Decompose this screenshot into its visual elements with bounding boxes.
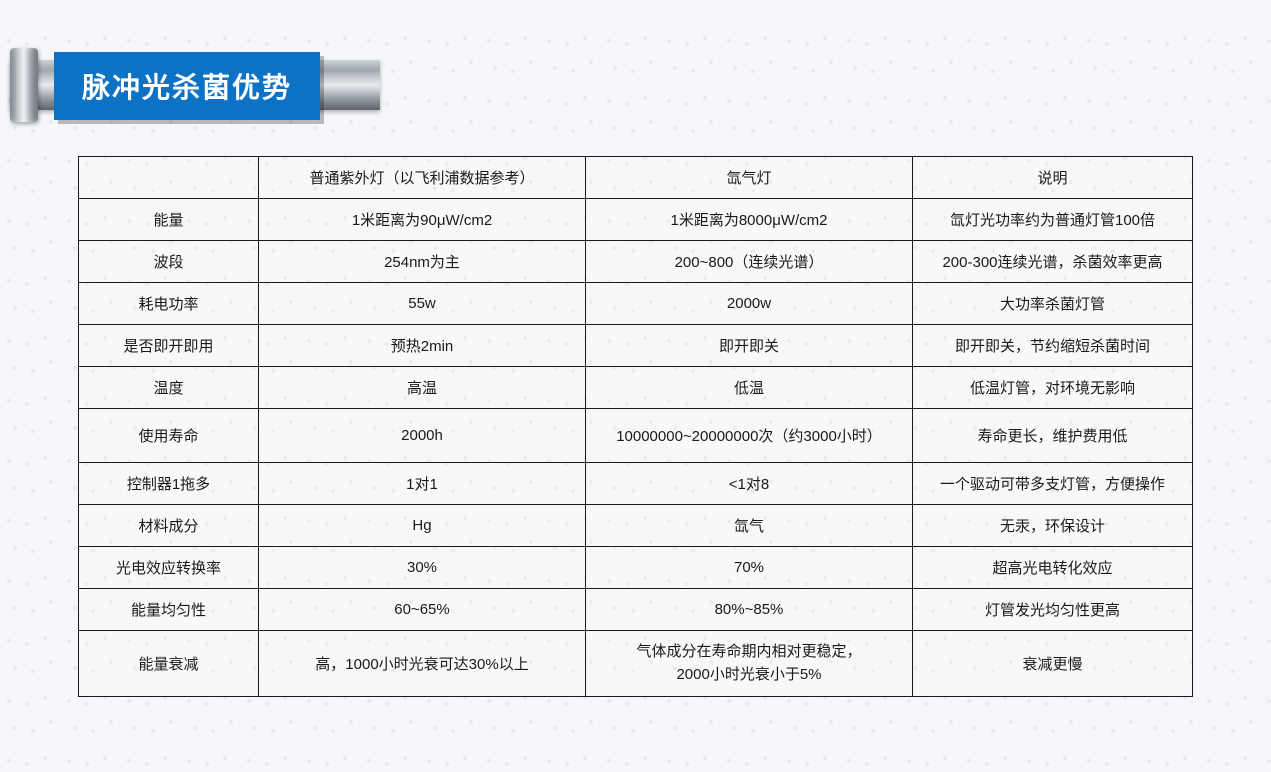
- row-label: 能量衰减: [79, 631, 259, 697]
- cell-uv: 60~65%: [259, 589, 586, 631]
- metal-cap-decoration: [10, 48, 38, 122]
- cell-xenon: 2000w: [586, 283, 913, 325]
- cell-xenon: 1米距离为8000μW/cm2: [586, 199, 913, 241]
- cell-explain: 无汞，环保设计: [913, 505, 1193, 547]
- cell-uv: 30%: [259, 547, 586, 589]
- table-row: 控制器1拖多1对1<1对8一个驱动可带多支灯管，方便操作: [79, 463, 1193, 505]
- header-uv: 普通紫外灯（以飞利浦数据参考）: [259, 157, 586, 199]
- cell-xenon: 200~800（连续光谱）: [586, 241, 913, 283]
- cell-explain: 氙灯光功率约为普通灯管100倍: [913, 199, 1193, 241]
- table-row: 使用寿命2000h10000000~20000000次（约3000小时）寿命更长…: [79, 409, 1193, 463]
- table-row: 是否即开即用预热2min即开即关即开即关，节约缩短杀菌时间: [79, 325, 1193, 367]
- cell-explain: 一个驱动可带多支灯管，方便操作: [913, 463, 1193, 505]
- cell-explain: 低温灯管，对环境无影响: [913, 367, 1193, 409]
- cell-xenon: 低温: [586, 367, 913, 409]
- cell-explain: 衰减更慢: [913, 631, 1193, 697]
- cell-explain: 灯管发光均匀性更高: [913, 589, 1193, 631]
- table-row: 光电效应转换率30%70%超高光电转化效应: [79, 547, 1193, 589]
- cell-xenon: 氙气: [586, 505, 913, 547]
- cell-explain: 超高光电转化效应: [913, 547, 1193, 589]
- table-body: 能量1米距离为90μW/cm21米距离为8000μW/cm2氙灯光功率约为普通灯…: [79, 199, 1193, 697]
- table-row: 材料成分Hg氙气无汞，环保设计: [79, 505, 1193, 547]
- row-label: 材料成分: [79, 505, 259, 547]
- cell-uv: 254nm为主: [259, 241, 586, 283]
- cell-uv: 2000h: [259, 409, 586, 463]
- cell-uv: Hg: [259, 505, 586, 547]
- cell-xenon: 80%~85%: [586, 589, 913, 631]
- cell-explain: 200-300连续光谱，杀菌效率更高: [913, 241, 1193, 283]
- row-label: 波段: [79, 241, 259, 283]
- cell-uv: 预热2min: [259, 325, 586, 367]
- cell-xenon: <1对8: [586, 463, 913, 505]
- header-explain: 说明: [913, 157, 1193, 199]
- row-label: 光电效应转换率: [79, 547, 259, 589]
- cell-uv: 55w: [259, 283, 586, 325]
- row-label: 耗电功率: [79, 283, 259, 325]
- cell-uv: 1对1: [259, 463, 586, 505]
- cell-xenon: 70%: [586, 547, 913, 589]
- cell-explain: 即开即关，节约缩短杀菌时间: [913, 325, 1193, 367]
- header-xenon: 氙气灯: [586, 157, 913, 199]
- table-row: 能量均匀性60~65%80%~85%灯管发光均匀性更高: [79, 589, 1193, 631]
- cell-explain: 大功率杀菌灯管: [913, 283, 1193, 325]
- cell-explain: 寿命更长，维护费用低: [913, 409, 1193, 463]
- cell-xenon: 10000000~20000000次（约3000小时）: [586, 409, 913, 463]
- cell-uv: 高温: [259, 367, 586, 409]
- cell-uv: 高，1000小时光衰可达30%以上: [259, 631, 586, 697]
- page-title: 脉冲光杀菌优势: [54, 52, 320, 120]
- table-row: 耗电功率55w2000w大功率杀菌灯管: [79, 283, 1193, 325]
- row-label: 是否即开即用: [79, 325, 259, 367]
- table-header-row: 普通紫外灯（以飞利浦数据参考） 氙气灯 说明: [79, 157, 1193, 199]
- row-label: 能量: [79, 199, 259, 241]
- table-row: 温度高温低温低温灯管，对环境无影响: [79, 367, 1193, 409]
- comparison-table-container: 普通紫外灯（以飞利浦数据参考） 氙气灯 说明 能量1米距离为90μW/cm21米…: [78, 156, 1193, 697]
- header-blank: [79, 157, 259, 199]
- row-label: 控制器1拖多: [79, 463, 259, 505]
- cell-xenon: 即开即关: [586, 325, 913, 367]
- table-row: 波段254nm为主200~800（连续光谱）200-300连续光谱，杀菌效率更高: [79, 241, 1193, 283]
- row-label: 使用寿命: [79, 409, 259, 463]
- row-label: 温度: [79, 367, 259, 409]
- cell-xenon: 气体成分在寿命期内相对更稳定，2000小时光衰小于5%: [586, 631, 913, 697]
- row-label: 能量均匀性: [79, 589, 259, 631]
- table-row: 能量衰减高，1000小时光衰可达30%以上气体成分在寿命期内相对更稳定，2000…: [79, 631, 1193, 697]
- cell-uv: 1米距离为90μW/cm2: [259, 199, 586, 241]
- table-row: 能量1米距离为90μW/cm21米距离为8000μW/cm2氙灯光功率约为普通灯…: [79, 199, 1193, 241]
- header: 脉冲光杀菌优势: [10, 26, 1271, 116]
- comparison-table: 普通紫外灯（以飞利浦数据参考） 氙气灯 说明 能量1米距离为90μW/cm21米…: [78, 156, 1193, 697]
